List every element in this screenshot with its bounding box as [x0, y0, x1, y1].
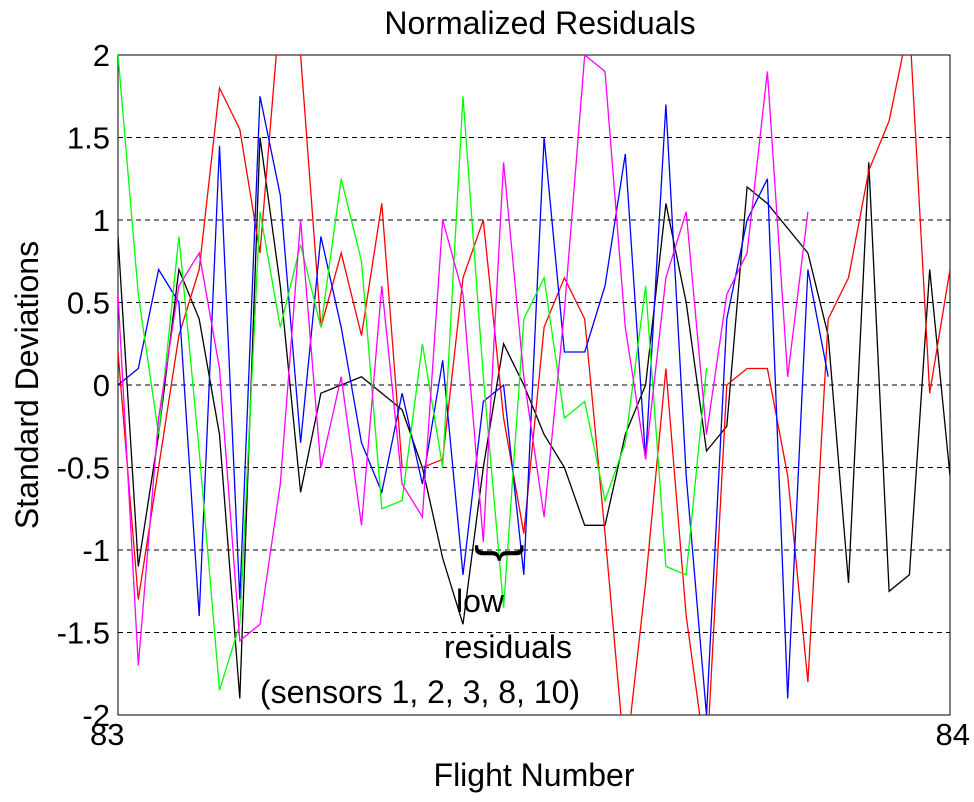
x-tick-label: 84 [936, 717, 970, 752]
y-tick-label: 0 [93, 368, 110, 403]
series-line-5 [118, 55, 809, 666]
annotation-brace: } [474, 544, 532, 561]
y-tick-label: 2 [93, 38, 110, 73]
series-group [118, 55, 950, 715]
y-tick-label: -0.5 [57, 451, 110, 486]
y-tick-label: 1.5 [67, 121, 110, 156]
annotation-line-1: low [456, 583, 505, 619]
y-axis-label: Standard Deviations [9, 241, 45, 529]
x-axis-label: Flight Number [434, 757, 635, 793]
y-tick-label: -2 [82, 698, 110, 733]
y-tick-label: 0.5 [67, 286, 110, 321]
annotation-line-2: residuals [444, 629, 572, 665]
annotation-line-3: (sensors 1, 2, 3, 8, 10) [260, 674, 580, 710]
chart-title: Normalized Residuals [384, 5, 695, 41]
y-tick-label: -1.5 [57, 616, 110, 651]
series-line-3 [118, 96, 829, 715]
y-tick-label: 1 [93, 203, 110, 238]
y-tick-label: -1 [82, 533, 110, 568]
x-axis-ticks: 83 84 [90, 717, 970, 752]
y-axis-ticks: 2 1.5 1 0.5 0 -0.5 -1 -1.5 -2 [57, 38, 110, 733]
series-line-2 [118, 55, 950, 715]
x-tick-label: 83 [90, 717, 124, 752]
series-line-4 [118, 55, 708, 691]
series-line-1 [118, 137, 950, 699]
